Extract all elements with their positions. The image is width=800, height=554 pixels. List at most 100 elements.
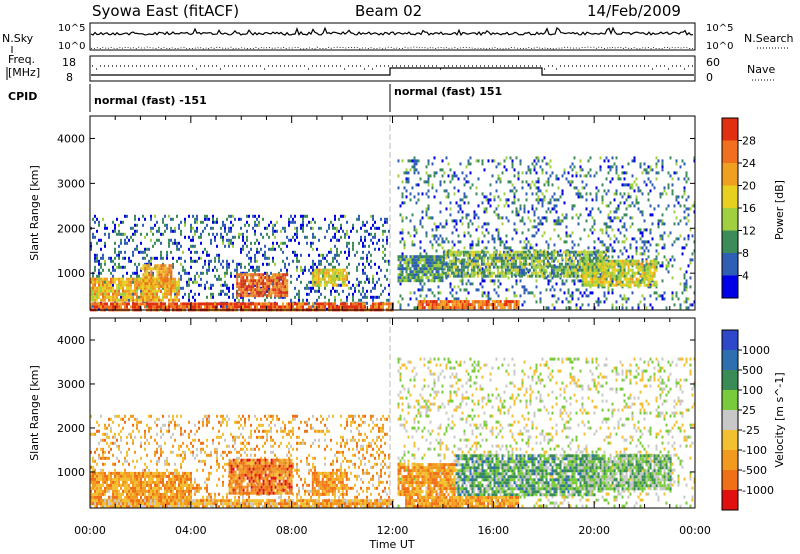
heatmap-cell (445, 237, 448, 241)
heatmap-cell (276, 302, 278, 306)
heatmap-cell (518, 250, 521, 254)
heatmap-cell (514, 274, 517, 278)
heatmap-cell (405, 177, 408, 181)
heatmap-cell (382, 305, 384, 309)
heatmap-cell (110, 289, 112, 293)
heatmap-cell (603, 189, 606, 193)
heatmap-cell (603, 259, 606, 263)
heatmap-cell (490, 262, 493, 266)
heatmap-cell (342, 289, 344, 293)
heatmap-cell (352, 298, 354, 302)
heatmap-cell (358, 305, 360, 309)
heatmap-cell (238, 217, 240, 221)
heatmap-cell (460, 262, 463, 266)
heatmap-cell (679, 165, 682, 169)
heatmap-cell (397, 258, 400, 262)
heatmap-cell (374, 283, 376, 287)
heatmap-cell (427, 183, 430, 187)
heatmap-cell (552, 250, 555, 254)
heatmap-cell (504, 262, 507, 266)
heatmap-cell (581, 303, 584, 307)
heatmap-cell (216, 302, 218, 306)
heatmap-cell (262, 282, 265, 286)
heatmap-cell (168, 298, 170, 302)
heatmap-cell (471, 243, 474, 247)
heatmap-cell (94, 292, 96, 296)
heatmap-cell (92, 298, 94, 302)
heatmap-cell (134, 262, 136, 266)
heatmap-cell (551, 303, 554, 307)
heatmap-cell (645, 271, 648, 275)
heatmap-cell (550, 259, 553, 263)
heatmap-cell (282, 288, 285, 292)
heatmap-cell (526, 256, 529, 260)
heatmap-cell (427, 261, 430, 265)
heatmap-cell (154, 223, 156, 227)
heatmap-cell (401, 180, 404, 184)
heatmap-cell (152, 232, 154, 236)
heatmap-cell (248, 262, 250, 266)
heatmap-cell (384, 259, 386, 263)
heatmap-cell (588, 253, 591, 257)
heatmap-cell (140, 302, 142, 306)
heatmap-cell (651, 168, 654, 172)
heatmap-cell (328, 262, 330, 266)
heatmap-cell (583, 280, 586, 284)
heatmap-cell (601, 283, 604, 287)
heatmap-cell (214, 265, 216, 269)
heatmap-cell (475, 192, 478, 196)
heatmap-cell (362, 302, 364, 306)
heatmap-cell (433, 261, 436, 265)
heatmap-cell (625, 306, 628, 310)
heatmap-cell (549, 159, 552, 163)
heatmap-cell (481, 162, 484, 166)
heatmap-cell (619, 201, 622, 205)
heatmap-cell (679, 267, 682, 271)
heatmap-cell (140, 289, 142, 293)
heatmap-cell (94, 220, 96, 224)
heatmap-cell (112, 265, 114, 269)
heatmap-cell (362, 244, 364, 248)
heatmap-cell (148, 302, 150, 306)
heatmap-cell (368, 280, 370, 284)
heatmap-cell (364, 235, 366, 239)
heatmap-cell (220, 292, 222, 296)
heatmap-cell (130, 286, 132, 290)
heatmap-cell (514, 262, 517, 266)
heatmap-cell (362, 289, 364, 293)
heatmap-cell (519, 162, 522, 166)
heatmap-cell (605, 204, 608, 208)
heatmap-cell (607, 283, 610, 287)
heatmap-cell (427, 264, 430, 268)
heatmap-cell (136, 271, 138, 275)
heatmap-cell (671, 189, 674, 193)
heatmap-cell (521, 231, 524, 235)
heatmap-cell (154, 241, 156, 245)
heatmap-cell (174, 302, 176, 306)
heatmap-cell (611, 265, 614, 269)
heatmap-cell (441, 270, 444, 274)
heatmap-cell (312, 226, 314, 230)
heatmap-cell (282, 305, 284, 309)
heatmap-cell (196, 217, 198, 221)
heatmap-cell (671, 294, 674, 298)
heatmap-cell (148, 292, 150, 296)
heatmap-cell (274, 288, 277, 292)
heatmap-cell (611, 259, 614, 263)
heatmap-cell (364, 265, 366, 269)
heatmap-cell (158, 226, 160, 230)
heatmap-cell (240, 250, 242, 254)
heatmap-cell (370, 305, 372, 309)
heatmap-cell (92, 232, 94, 236)
heatmap-cell (346, 256, 348, 260)
heatmap-cell (661, 213, 664, 217)
heatmap-cell (463, 288, 466, 292)
heatmap-cell (417, 267, 420, 271)
heatmap-cell (472, 250, 475, 254)
heatmap-cell (118, 302, 120, 306)
heatmap-cell (607, 255, 610, 259)
heatmap-cell (582, 256, 585, 260)
heatmap-cell (559, 237, 562, 241)
heatmap-cell (252, 288, 255, 292)
heatmap-cell (627, 280, 630, 284)
